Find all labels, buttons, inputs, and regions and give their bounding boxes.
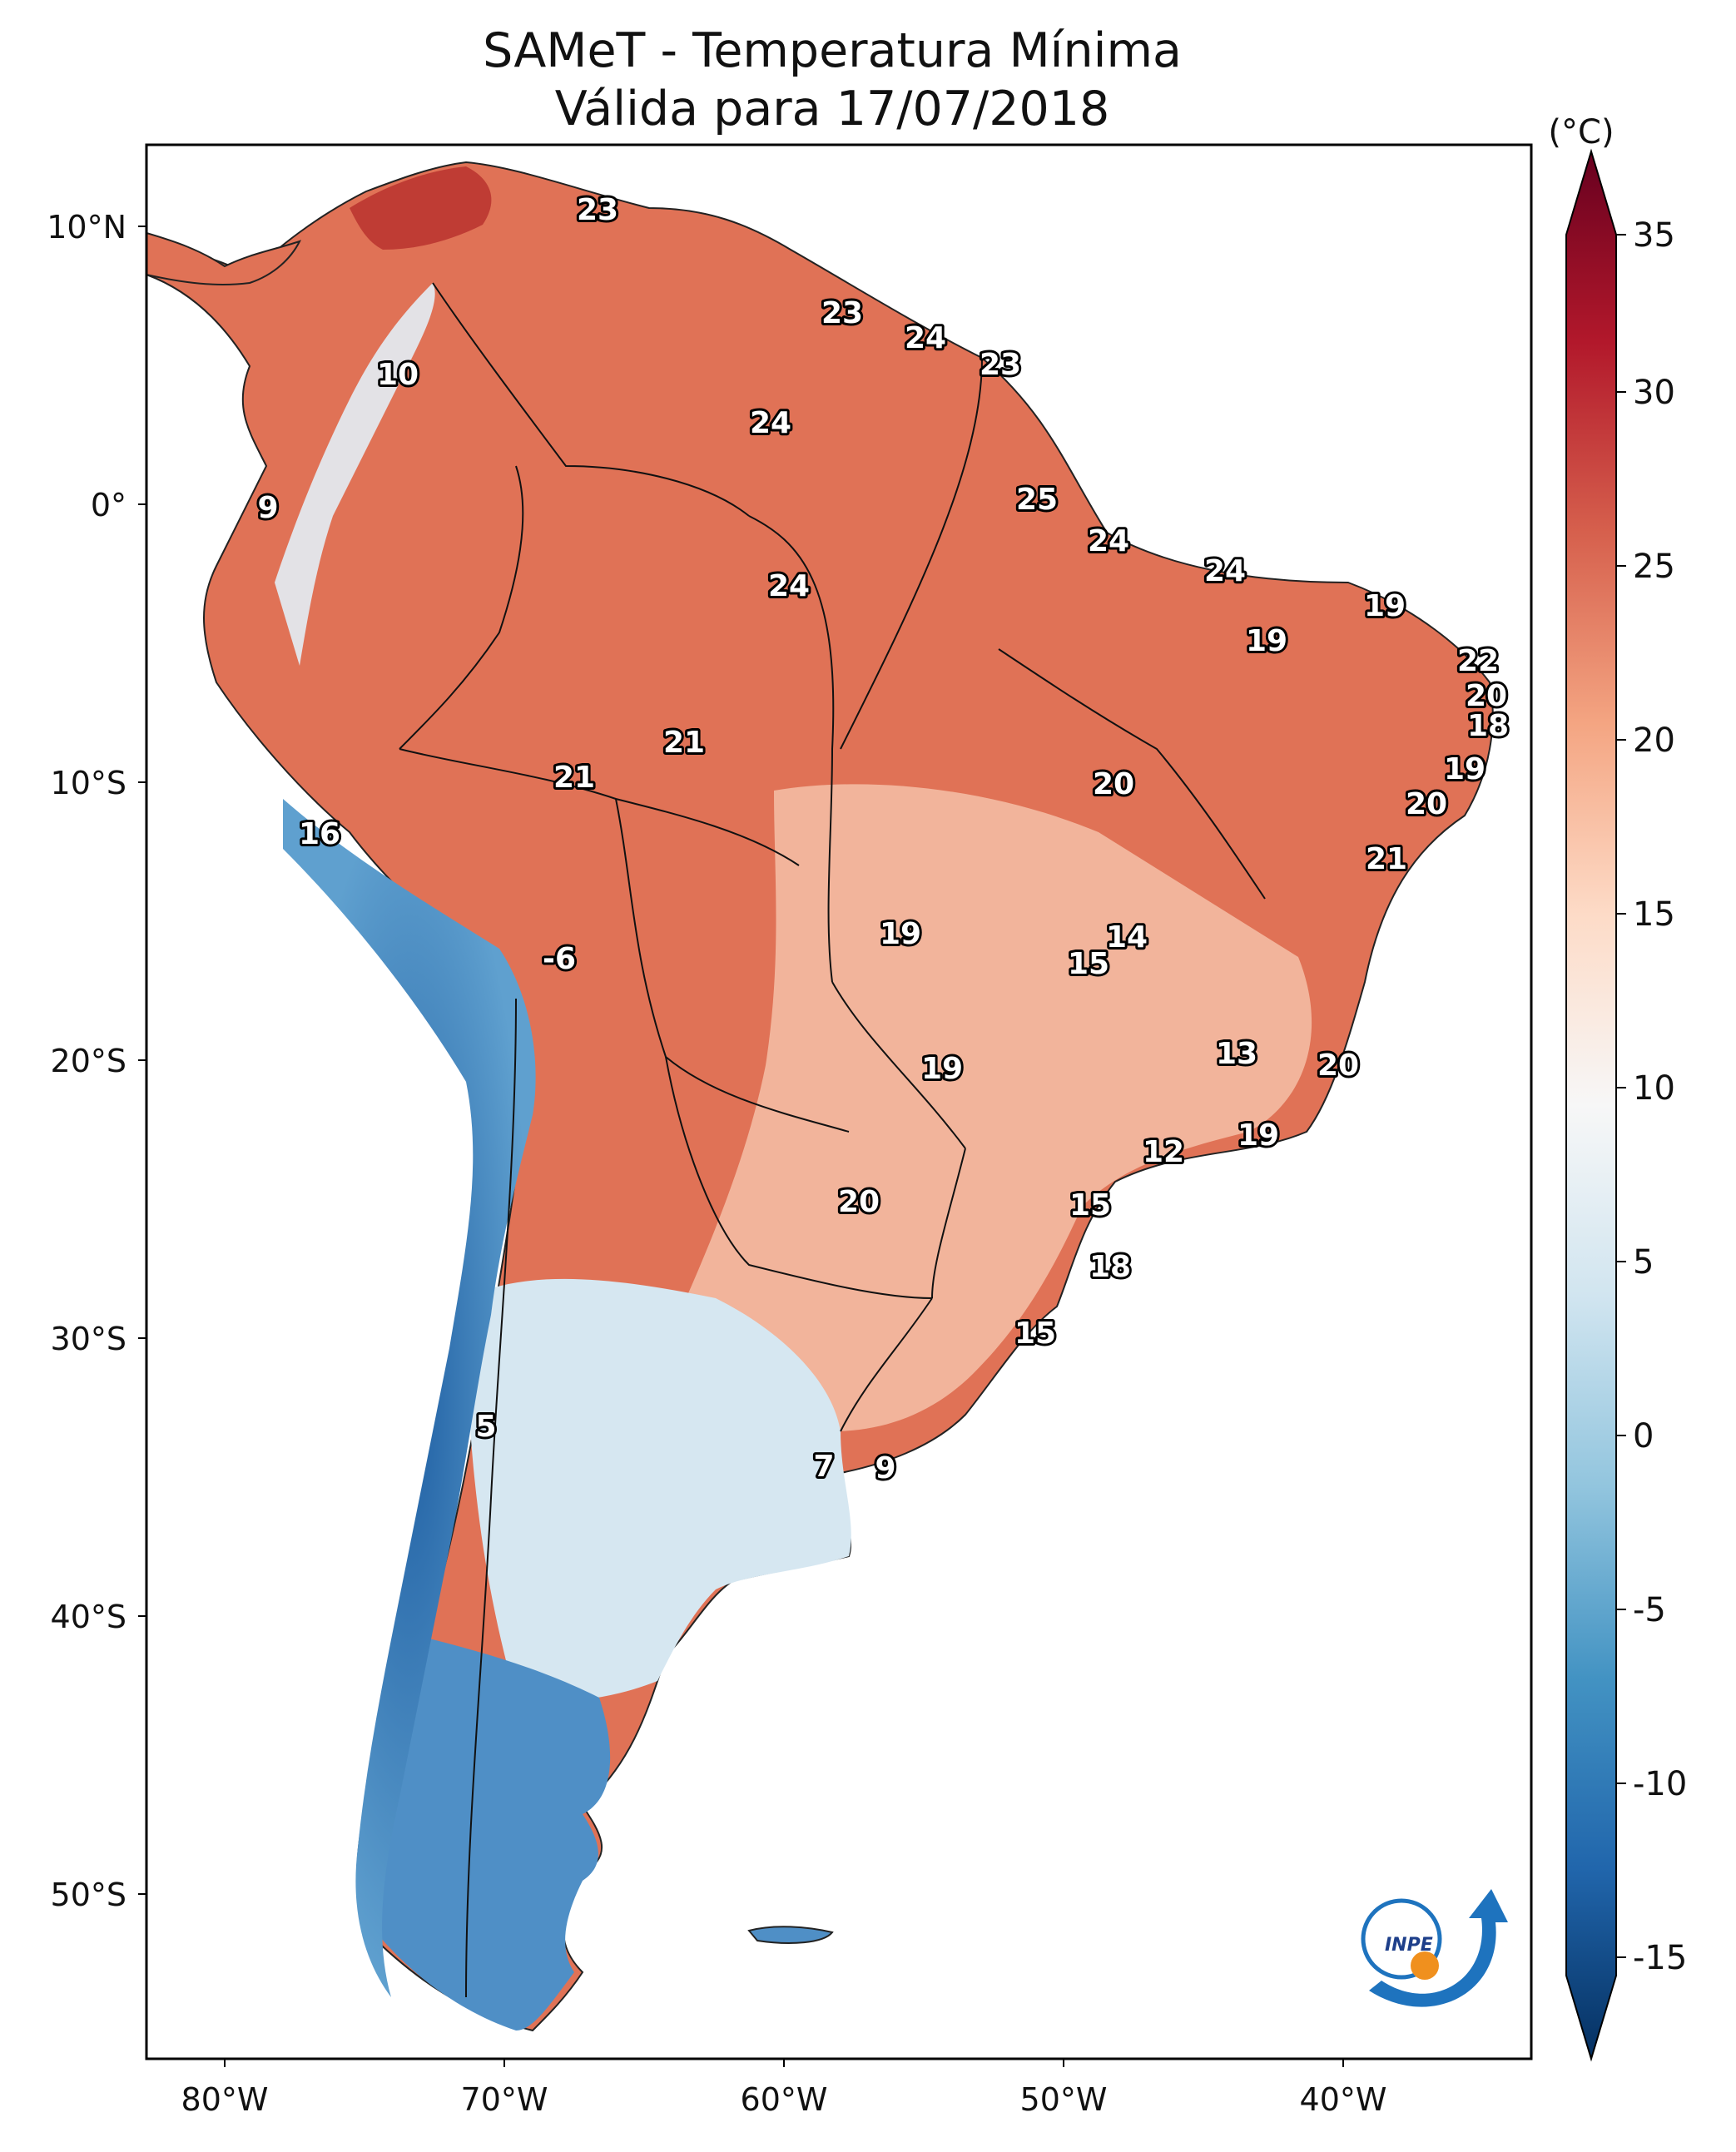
title-line-2: Válida para 17/07/2018 [554, 82, 1110, 136]
lat-axis: 10°N 0° 10°S 20°S 30°S 40°S 50°S [47, 209, 146, 1913]
station-label: 19 [1238, 1118, 1279, 1153]
station-label: 19 [1444, 752, 1486, 786]
station-label: 5 [475, 1410, 496, 1444]
station-label: 22 [1457, 644, 1499, 678]
colorbar-unit: (°C) [1548, 113, 1614, 151]
lat-tick-label: 50°S [51, 1877, 126, 1913]
colorbar-tick: 25 [1633, 548, 1675, 586]
lon-tick-label: 40°W [1300, 2081, 1387, 2118]
station-label: 24 [768, 569, 810, 603]
station-label: -6 [543, 942, 576, 976]
colorbar-tick: 20 [1633, 721, 1675, 760]
station-label: 23 [980, 348, 1021, 382]
caribbean-hot-zone [350, 166, 492, 250]
lon-tick-label: 70°W [461, 2081, 548, 2118]
station-label: 12 [1143, 1135, 1184, 1169]
central-america-shape [146, 231, 301, 285]
andes-zone [283, 799, 536, 1997]
station-label: 21 [1366, 842, 1407, 876]
inpe-logo-text: INPE [1385, 1935, 1433, 1956]
station-label: 15 [1068, 947, 1109, 981]
colorbar-tick: -15 [1633, 1939, 1687, 1977]
station-label: 15 [1014, 1316, 1056, 1351]
lon-axis: 80°W 70°W 60°W 50°W 40°W [181, 2059, 1387, 2118]
pampas-zone [466, 1278, 851, 1701]
station-label: 18 [1089, 1250, 1131, 1284]
station-label: 19 [1364, 589, 1406, 623]
colorbar-bar [1565, 148, 1617, 2062]
map-frame [145, 143, 1533, 2060]
station-label: 23 [577, 193, 618, 227]
map-title: SAMeT - Temperatura Mínima Válida para 1… [0, 22, 1664, 138]
lon-tick-label: 60°W [741, 2081, 828, 2118]
station-label: 19 [1246, 624, 1287, 658]
station-label: 14 [1106, 920, 1148, 955]
inpe-logo-dot [1411, 1951, 1439, 1980]
station-label: 9 [875, 1451, 895, 1485]
station-label: 24 [1204, 554, 1246, 588]
inpe-logo: INPE [1361, 1889, 1508, 2007]
station-label: 20 [838, 1185, 880, 1219]
lon-tick-label: 50°W [1020, 2081, 1108, 2118]
station-label: 24 [905, 321, 946, 355]
station-labels: 23 10 23 24 23 24 9 25 24 24 24 19 19 22… [255, 191, 1511, 1488]
station-label: 20 [1466, 679, 1507, 713]
northern-andes-zone [275, 283, 435, 666]
station-label: 16 [299, 817, 340, 851]
colorbar-tick: 0 [1633, 1417, 1654, 1455]
falklands-shape [747, 1926, 834, 1944]
station-label: 24 [750, 406, 791, 440]
station-label: 18 [1467, 709, 1509, 743]
patagonia-zone [365, 1631, 611, 2031]
station-label: 19 [880, 917, 921, 951]
lat-tick-label: 40°S [51, 1599, 126, 1635]
lat-tick-label: 20°S [51, 1043, 126, 1079]
station-label: 21 [553, 761, 595, 795]
lat-tick-label: 0° [91, 487, 126, 523]
station-label: 9 [257, 491, 278, 525]
station-label: 15 [1069, 1188, 1111, 1222]
station-label: 25 [1016, 483, 1058, 517]
station-label: 20 [1317, 1049, 1359, 1083]
station-label: 20 [1406, 787, 1447, 821]
station-label: 21 [663, 726, 705, 760]
inpe-logo-arrow-icon [1369, 1889, 1508, 2007]
station-label: 10 [377, 358, 419, 392]
title-line-1: SAMeT - Temperatura Mínima [483, 23, 1182, 78]
lon-tick-label: 80°W [181, 2081, 269, 2118]
station-label: 7 [813, 1450, 834, 1484]
colorbar-tick: -5 [1633, 1591, 1666, 1629]
country-borders [399, 282, 1266, 1998]
temperate-zone [682, 784, 1312, 1431]
colorbar-tick: 10 [1633, 1069, 1675, 1108]
colorbar-tick: 5 [1633, 1243, 1654, 1282]
lat-tick-label: 10°N [47, 209, 126, 245]
colorbar-tick: -10 [1633, 1765, 1687, 1803]
inpe-logo-ring [1361, 1898, 1442, 1980]
lat-tick-label: 30°S [51, 1321, 126, 1357]
colorbar-tick: 35 [1633, 216, 1675, 255]
lat-tick-label: 10°S [51, 765, 126, 801]
colorbar: (°C) 35 30 25 20 15 10 5 0 -5 -10 -15 [1548, 113, 1687, 2062]
station-label: 19 [921, 1052, 963, 1086]
station-label: 24 [1088, 524, 1129, 558]
station-label: 23 [821, 296, 863, 330]
station-label: 13 [1216, 1037, 1257, 1071]
station-label: 20 [1093, 767, 1134, 801]
colorbar-tick: 15 [1633, 895, 1675, 934]
map-area [146, 161, 1494, 2032]
colorbar-tick: 30 [1633, 374, 1675, 412]
